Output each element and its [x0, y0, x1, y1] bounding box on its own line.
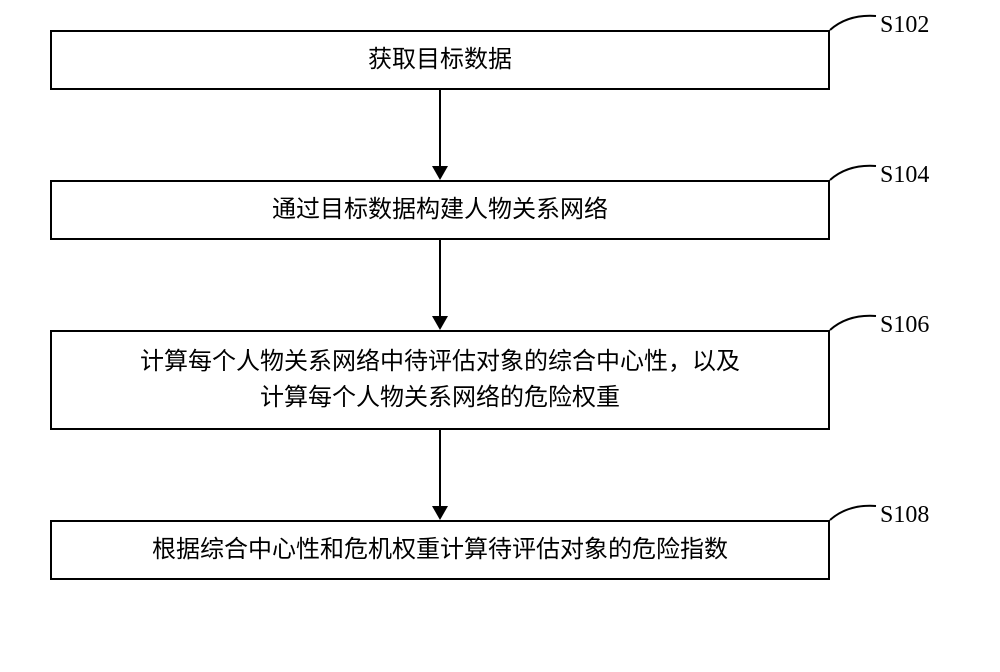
callout-curve-2	[828, 162, 878, 192]
node-3-text: 计算每个人物关系网络中待评估对象的综合中心性，以及 计算每个人物关系网络的危险权…	[140, 344, 740, 416]
node-1-text: 获取目标数据	[368, 42, 512, 78]
callout-curve-3	[828, 312, 878, 342]
callout-curve-1	[828, 12, 878, 42]
flowchart-node-4: 根据综合中心性和危机权重计算待评估对象的危险指数	[50, 520, 830, 580]
flowchart-container: 获取目标数据 S102 通过目标数据构建人物关系网络 S104 计算每个人物关系…	[0, 0, 1000, 672]
arrow-3-head	[432, 506, 448, 520]
arrow-2-line	[439, 240, 441, 316]
node-4-label: S108	[880, 502, 929, 529]
node-2-label: S104	[880, 162, 929, 189]
flowchart-node-1: 获取目标数据	[50, 30, 830, 90]
node-3-label: S106	[880, 312, 929, 339]
flowchart-node-2: 通过目标数据构建人物关系网络	[50, 180, 830, 240]
arrow-1-head	[432, 166, 448, 180]
flowchart-node-3: 计算每个人物关系网络中待评估对象的综合中心性，以及 计算每个人物关系网络的危险权…	[50, 330, 830, 430]
node-1-label: S102	[880, 12, 929, 39]
arrow-3-line	[439, 430, 441, 506]
node-2-text: 通过目标数据构建人物关系网络	[272, 192, 608, 228]
node-4-text: 根据综合中心性和危机权重计算待评估对象的危险指数	[152, 532, 728, 568]
arrow-2-head	[432, 316, 448, 330]
arrow-1-line	[439, 90, 441, 166]
callout-curve-4	[828, 502, 878, 532]
